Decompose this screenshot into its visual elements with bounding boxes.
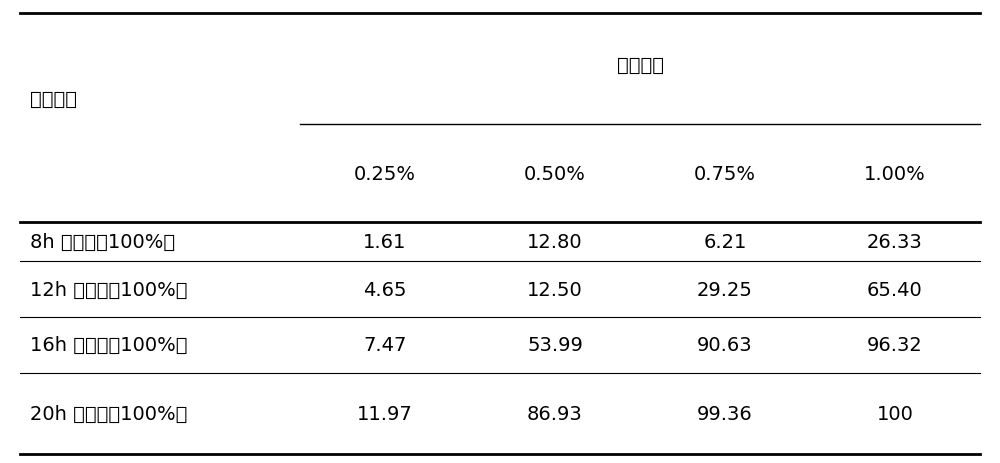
Text: 96.32: 96.32 — [867, 336, 923, 354]
Text: 11.97: 11.97 — [357, 404, 413, 423]
Text: 90.63: 90.63 — [697, 336, 753, 354]
Text: 99.36: 99.36 — [697, 404, 753, 423]
Text: 处理时间: 处理时间 — [30, 90, 77, 109]
Text: 0.75%: 0.75% — [694, 164, 756, 183]
Text: 26.33: 26.33 — [867, 232, 923, 251]
Text: 12.80: 12.80 — [527, 232, 583, 251]
Text: 0.50%: 0.50% — [524, 164, 586, 183]
Text: 0.25%: 0.25% — [354, 164, 416, 183]
Text: 86.93: 86.93 — [527, 404, 583, 423]
Text: 1.61: 1.61 — [363, 232, 407, 251]
Text: 6.21: 6.21 — [703, 232, 747, 251]
Text: 65.40: 65.40 — [867, 280, 923, 299]
Text: 7.47: 7.47 — [363, 336, 407, 354]
Text: 8h 致死率（100%）: 8h 致死率（100%） — [30, 232, 175, 251]
Text: 53.99: 53.99 — [527, 336, 583, 354]
Text: 29.25: 29.25 — [697, 280, 753, 299]
Text: 4.65: 4.65 — [363, 280, 407, 299]
Text: 20h 致死率（100%）: 20h 致死率（100%） — [30, 404, 187, 423]
Text: 12.50: 12.50 — [527, 280, 583, 299]
Text: 1.00%: 1.00% — [864, 164, 926, 183]
Text: 处理浓度: 处理浓度 — [616, 56, 664, 74]
Text: 16h 致死率（100%）: 16h 致死率（100%） — [30, 336, 188, 354]
Text: 100: 100 — [877, 404, 913, 423]
Text: 12h 致死率（100%）: 12h 致死率（100%） — [30, 280, 188, 299]
